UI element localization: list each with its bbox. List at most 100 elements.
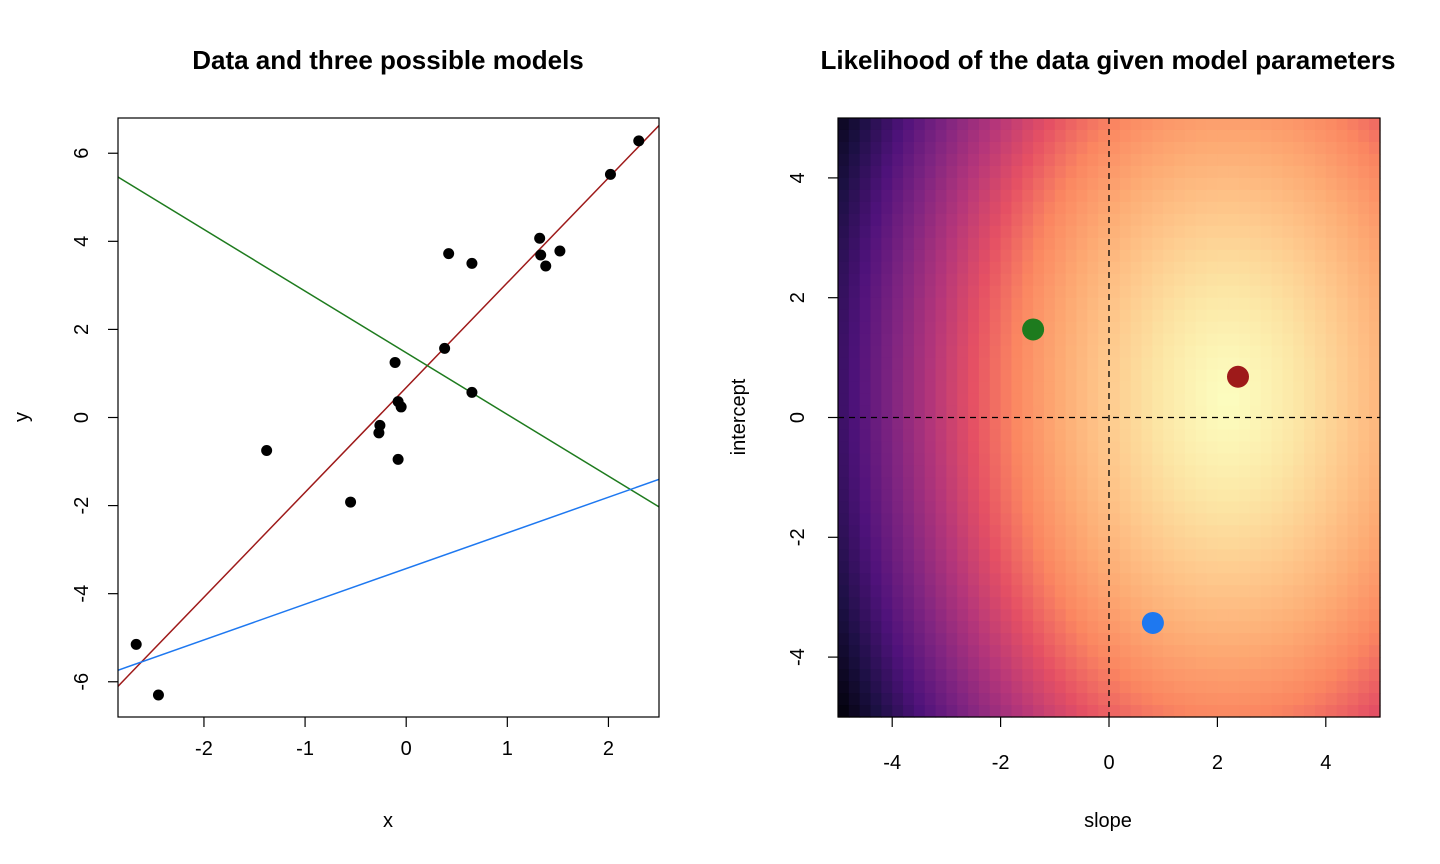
- heatmap-cell: [881, 285, 893, 299]
- heatmap-cell: [903, 537, 915, 550]
- heatmap-cell: [1022, 213, 1034, 227]
- heatmap-cell: [1033, 465, 1045, 478]
- heatmap-cell: [1163, 633, 1175, 646]
- heatmap-cell: [1293, 213, 1305, 227]
- heatmap-cell: [892, 597, 904, 610]
- heatmap-cell: [1271, 309, 1284, 323]
- heatmap-cell: [978, 513, 991, 526]
- heatmap-cell: [1228, 465, 1240, 478]
- heatmap-cell: [1098, 465, 1110, 478]
- heatmap-cell: [1282, 141, 1294, 155]
- heatmap-cell: [1119, 669, 1132, 682]
- heatmap-cell: [1314, 321, 1327, 335]
- heatmap-cell: [989, 297, 1002, 311]
- heatmap-cell: [1314, 213, 1327, 227]
- heatmap-cell: [1260, 597, 1273, 610]
- heatmap-cell: [1347, 645, 1359, 658]
- heatmap-cell: [1325, 153, 1338, 167]
- heatmap-cell: [838, 309, 850, 323]
- heatmap-cell: [1260, 537, 1273, 550]
- heatmap-cell: [1043, 693, 1056, 706]
- data-point: [633, 135, 645, 147]
- heatmap-cell: [968, 285, 980, 299]
- heatmap-cell: [968, 657, 980, 670]
- heatmap-cell: [1163, 369, 1175, 383]
- heatmap-cell: [946, 429, 958, 443]
- y-tick-label: -2: [787, 528, 809, 546]
- heatmap-cell: [1130, 321, 1143, 335]
- heatmap-cell: [1022, 489, 1034, 502]
- heatmap-cell: [1011, 129, 1023, 143]
- heatmap-cell: [913, 333, 926, 347]
- heatmap-cell: [968, 465, 980, 478]
- heatmap-cell: [1369, 177, 1381, 191]
- heatmap-cell: [1314, 441, 1327, 455]
- heatmap-cell: [1260, 309, 1273, 323]
- heatmap-cell: [1033, 441, 1045, 455]
- heatmap-cell: [1000, 357, 1013, 371]
- heatmap-cell: [859, 285, 872, 299]
- heatmap-cell: [1325, 417, 1338, 431]
- heatmap-cell: [859, 573, 872, 586]
- data-point: [534, 232, 546, 244]
- heatmap-cell: [1369, 597, 1381, 610]
- heatmap-cell: [1109, 177, 1121, 191]
- heatmap-cell: [1336, 165, 1349, 179]
- heatmap-cell: [1174, 465, 1186, 478]
- heatmap-cell: [870, 477, 882, 490]
- heatmap-cell: [848, 225, 861, 239]
- heatmap-cell: [1195, 261, 1208, 275]
- heatmap-cell: [1217, 345, 1229, 359]
- heatmap-cell: [1152, 213, 1164, 227]
- heatmap-cell: [1119, 645, 1132, 658]
- heatmap-cell: [1184, 417, 1197, 431]
- heatmap-cell: [1249, 525, 1262, 538]
- heatmap-cell: [870, 309, 882, 323]
- heatmap-cell: [1043, 393, 1056, 407]
- heatmap-cell: [1358, 645, 1370, 658]
- heatmap-cell: [1206, 477, 1218, 490]
- heatmap-cell: [1087, 585, 1099, 598]
- heatmap-cell: [1304, 129, 1316, 143]
- heatmap-cell: [1065, 141, 1078, 155]
- heatmap-cell: [1282, 405, 1294, 419]
- heatmap-cell: [978, 393, 991, 407]
- heatmap-cell: [838, 429, 850, 443]
- heatmap-cell: [848, 213, 861, 227]
- heatmap-cell: [1141, 118, 1153, 131]
- heatmap-cell: [1065, 657, 1078, 670]
- heatmap-cell: [1163, 141, 1175, 155]
- heatmap-cell: [1217, 441, 1229, 455]
- heatmap-cell: [1239, 681, 1251, 694]
- heatmap-cell: [1098, 621, 1110, 634]
- heatmap-cell: [1141, 561, 1153, 574]
- heatmap-cell: [1130, 429, 1143, 443]
- model-line: [118, 478, 659, 671]
- heatmap-cell: [1065, 165, 1078, 179]
- heatmap-cell: [892, 345, 904, 359]
- heatmap-cell: [1130, 477, 1143, 490]
- heatmap-cell: [924, 621, 937, 634]
- heatmap-cell: [881, 237, 893, 251]
- heatmap-cell: [935, 465, 947, 478]
- heatmap-cell: [859, 645, 872, 658]
- likelihood-title: Likelihood of the data given model param…: [820, 45, 1395, 75]
- heatmap-cell: [1282, 489, 1294, 502]
- heatmap-cell: [1109, 621, 1121, 634]
- heatmap-cell: [913, 549, 926, 562]
- heatmap-cell: [1228, 321, 1240, 335]
- heatmap-cell: [1054, 237, 1067, 251]
- heatmap-cell: [913, 453, 926, 467]
- heatmap-cell: [838, 573, 850, 586]
- heatmap-cell: [1325, 657, 1338, 670]
- heatmap-cell: [1217, 621, 1229, 634]
- heatmap-cell: [1304, 369, 1316, 383]
- heatmap-cell: [957, 189, 969, 203]
- heatmap-cell: [957, 129, 969, 143]
- heatmap-cell: [1163, 405, 1175, 419]
- heatmap-cell: [1217, 525, 1229, 538]
- heatmap-cell: [1304, 249, 1316, 263]
- heatmap-cell: [870, 345, 882, 359]
- heatmap-cell: [1011, 345, 1023, 359]
- y-tick-label: 4: [71, 236, 93, 247]
